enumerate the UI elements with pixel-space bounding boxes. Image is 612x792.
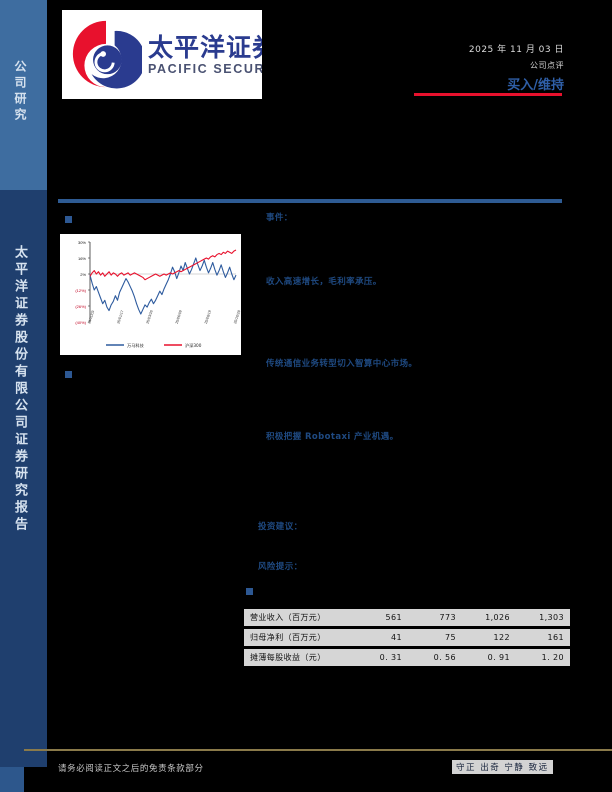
svg-text:30%: 30% (78, 240, 86, 245)
sidebar-top-band: 公司研究 (0, 0, 47, 190)
svg-text:25/03/28: 25/03/28 (146, 310, 154, 325)
table-row: 摊薄每股收益（元） 0. 31 0. 56 0. 91 1. 20 (244, 649, 570, 666)
performance-chart: 30% 16% 2% (12%) (26%) (40%) 24/11/03 25/01/17 2… (60, 234, 241, 355)
table-cell-value: 773 (408, 609, 462, 626)
svg-text:25/08/19: 25/08/19 (204, 310, 212, 325)
company-logo: 太平洋证券 PACIFIC SECURITIES (62, 10, 262, 99)
table-cell-value: 1,026 (462, 609, 516, 626)
heading-risk-warning: 风险提示： (258, 562, 303, 572)
bullet-marker-2 (65, 371, 72, 378)
bullet-marker-1 (65, 216, 72, 223)
table-row-label: 归母净利（百万元） (244, 629, 354, 646)
header-red-rule (414, 93, 562, 96)
logo-chinese-name: 太平洋证券 (148, 33, 262, 62)
financial-summary-table: 营业收入（百万元） 561 773 1,026 1,303 归母净利（百万元） 41 75 12… (244, 606, 570, 669)
table-cell-value: 1. 20 (516, 649, 570, 666)
heading-point-3: 积极把握 Robotaxi 产业机遇。 (266, 432, 399, 442)
heading-investment-advice: 投资建议： (258, 522, 303, 532)
sidebar-bottom-label: 太平洋证券股份有限公司证券研究报告 (12, 245, 27, 534)
sidebar-bottom-band: 太平洋证券股份有限公司证券研究报告 (0, 190, 47, 767)
table-cell-value: 122 (462, 629, 516, 646)
svg-text:2%: 2% (80, 272, 86, 277)
heading-point-2: 传统通信业务转型切入智算中心市场。 (266, 359, 418, 369)
table-cell-value: 1,303 (516, 609, 570, 626)
heading-point-1: 收入高速增长，毛利率承压。 (266, 277, 382, 287)
table-cell-value: 0. 31 (354, 649, 408, 666)
svg-text:(26%): (26%) (75, 304, 86, 309)
table-row-label: 摊薄每股收益（元） (244, 649, 354, 666)
table-row: 营业收入（百万元） 561 773 1,026 1,303 (244, 609, 570, 626)
svg-text:25/01/17: 25/01/17 (116, 310, 124, 325)
svg-text:16%: 16% (78, 256, 86, 261)
footer-disclaimer: 请务必阅读正文之后的免责条款部分 (58, 764, 204, 774)
svg-text:24/11/03: 24/11/03 (87, 310, 95, 324)
heading-event: 事件： (266, 213, 293, 223)
svg-text:25/10/29: 25/10/29 (233, 310, 241, 325)
table-cell-value: 561 (354, 609, 408, 626)
svg-text:(40%): (40%) (75, 320, 86, 325)
svg-text:(12%): (12%) (75, 288, 86, 293)
svg-text:沪深300: 沪深300 (185, 342, 202, 349)
sidebar-top-label: 公司研究 (13, 60, 27, 124)
footer-motto: 守正 出奇 宁静 致远 (452, 760, 553, 774)
rating-badge: 买入/维持 (507, 78, 564, 93)
report-kind: 公司点评 (530, 61, 564, 70)
table-cell-value: 0. 91 (462, 649, 516, 666)
report-date: 2025 年 11 月 03 日 (468, 45, 564, 55)
svg-text:万马科技: 万马科技 (127, 342, 145, 349)
logo-english-name: PACIFIC SECURITIES (148, 62, 262, 76)
table-cell-value: 41 (354, 629, 408, 646)
table-row: 归母净利（百万元） 41 75 122 161 (244, 629, 570, 646)
sidebar-footer-band (0, 767, 24, 792)
svg-text:25/06/09: 25/06/09 (175, 310, 183, 325)
pacific-securities-mark (72, 20, 142, 89)
bullet-marker-3 (246, 588, 253, 595)
table-row-label: 营业收入（百万元） (244, 609, 354, 626)
performance-chart-svg: 30% 16% 2% (12%) (26%) (40%) 24/11/03 25/01/17 2… (75, 240, 241, 349)
table-cell-value: 0. 56 (408, 649, 462, 666)
footer-rule (24, 749, 612, 751)
table-cell-value: 161 (516, 629, 570, 646)
table-cell-value: 75 (408, 629, 462, 646)
section-divider (58, 199, 562, 203)
